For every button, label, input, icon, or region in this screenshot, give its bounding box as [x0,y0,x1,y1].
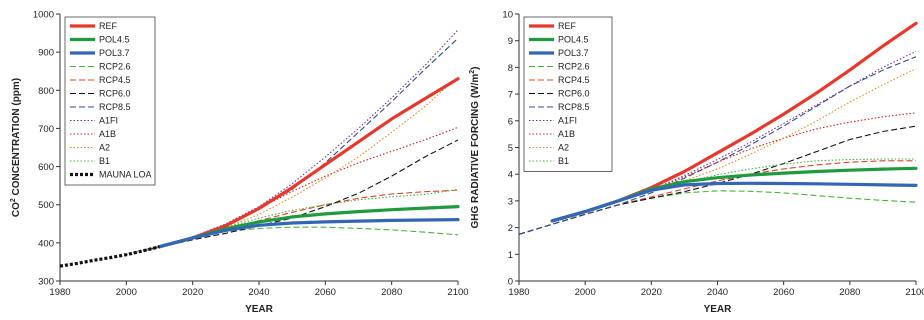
legend-label: A1FI [558,116,577,126]
y-tick-label: 5 [508,143,513,154]
y-axis-label: GHG RADIATIVE FORCING (W/m2) [469,66,481,228]
legend-label: RCP4.5 [558,75,590,85]
y-axis-label: CO2 CONCENTRATION (ppm) [10,78,22,217]
y-tick-label: 10 [502,10,513,21]
series-line-pol4-5 [157,205,460,249]
x-axis-label: YEAR [704,304,733,315]
x-tick-label: 2100 [905,287,924,298]
y-tick-label: 500 [38,200,54,211]
x-tick-label: 1980 [508,287,529,298]
y-tick-label: 400 [38,238,54,249]
y-axis-label-superscript: 2 [10,198,17,202]
y-tick-label: 900 [38,48,54,59]
legend-label: RCP6.0 [558,89,590,99]
series-line-rcp2-6 [519,190,917,235]
y-tick-label: 7 [508,90,513,101]
legend-label: A2 [558,143,569,153]
y-axis-label-main: CO [11,202,22,217]
legend-label: POL3.7 [558,48,589,58]
y-tick-label: 700 [38,124,54,135]
legend-label: RCP8.5 [558,102,590,112]
y-tick-label: 600 [38,162,54,173]
legend-label: RCP8.5 [99,102,131,112]
legend: REF POL4.5 POL3.7 RCP2.6 RCP4.5 RCP6.0 RCP8.5 A… [64,16,156,186]
legend-label: A1B [99,129,116,139]
legend: REF POL4.5 POL3.7 RCP2.6 RCP4.5 RCP6.0 RCP8.5 A… [523,16,613,172]
legend-label: A1B [558,129,575,139]
y-tick-label: 6 [508,116,513,127]
legend-label: MAUNA LOA [99,170,152,180]
x-tick-label: 2040 [248,287,269,298]
x-tick-label: 2000 [116,287,137,298]
y-tick-label: 300 [38,277,54,288]
legend-label: RCP6.0 [99,89,131,99]
x-tick-label: 2040 [707,287,728,298]
x-tick-label: 2080 [381,287,402,298]
legend-label: RCP2.6 [558,62,590,72]
y-tick-label: 8 [508,63,513,74]
legend-label: POL4.5 [558,35,589,45]
y-tick-label: 1000 [33,10,54,21]
x-axis-label: YEAR [245,304,274,315]
series-group [60,29,460,268]
y-tick-label: 1 [508,250,513,261]
series-line-rcp6-0 [142,139,459,252]
y-axis-label-rest: CONCENTRATION (ppm) [11,78,22,198]
legend-label: RCP2.6 [99,62,131,72]
legend-label: POL3.7 [99,48,130,58]
y-tick-label: 800 [38,86,54,97]
chart-panel-1: 300 400 500 600 700 800 900 1000 1980 2000 2020 204… [10,10,469,316]
x-tick-label: 2060 [773,287,794,298]
series-line-a1b [126,126,459,256]
legend-label: B1 [99,156,110,166]
legend-label: RCP4.5 [99,75,131,85]
y-axis-label-main: GHG RADIATIVE FORCING (W/m [470,74,481,229]
x-tick-label: 2020 [641,287,662,298]
y-tick-label: 2 [508,223,513,234]
y-tick-label: 4 [508,170,513,181]
series-group [519,21,918,235]
series-line-rcp8-5 [519,56,917,235]
y-axis-label-superscript: 2 [469,70,476,74]
legend-label: A2 [99,143,110,153]
x-tick-label: 2060 [315,287,336,298]
y-tick-label: 9 [508,36,513,47]
series-line-rcp4-5 [519,160,916,235]
y-tick-label: 3 [508,196,513,207]
x-tick-label: 2080 [839,287,860,298]
series-line-pol3-7 [157,218,460,249]
x-tick-label: 2020 [182,287,203,298]
y-axis-label-rest: ) [470,66,481,69]
series-line-pol4-5 [550,166,918,223]
x-tick-label: 2100 [447,287,468,298]
legend-label: POL4.5 [99,35,130,45]
y-tick-label: 0 [508,277,513,288]
legend-label: B1 [558,156,569,166]
legend-label: A1FI [99,116,118,126]
legend-box [523,16,613,172]
chart-panel-2: 0 1 2 3 4 5 6 7 8 9 10 1980 2000 2020 2040 2060 2080 2100… [469,10,924,316]
x-tick-label: 2000 [575,287,596,298]
series-line-a1fi [126,29,459,256]
legend-label: REF [558,21,577,31]
series-line-mauna-loa [60,245,160,268]
series-line-pol3-7 [550,181,918,223]
x-tick-label: 1980 [49,287,70,298]
legend-box [64,16,156,186]
series-line-a2 [126,76,459,256]
legend-label: REF [99,21,118,31]
